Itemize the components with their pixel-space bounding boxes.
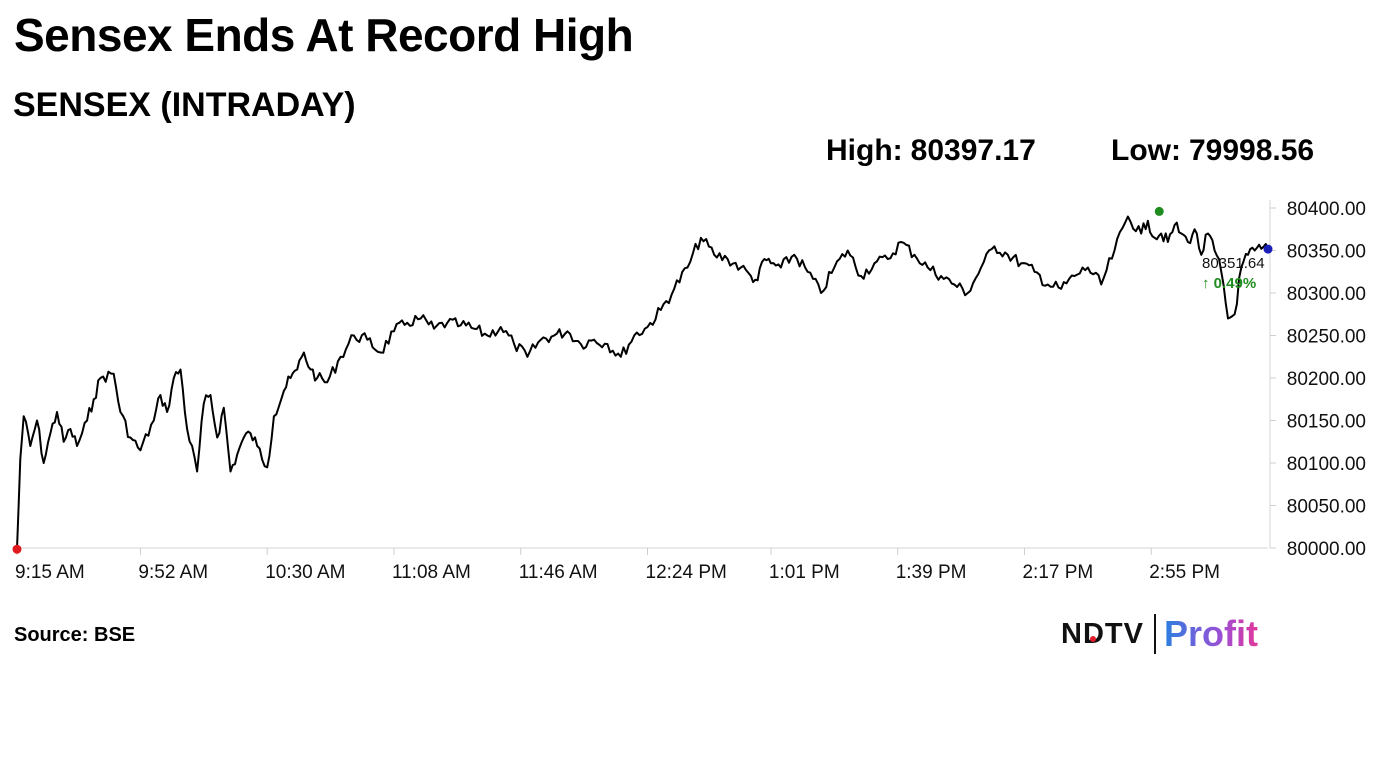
y-tick-label: 80400.00 <box>1287 199 1366 220</box>
day-low-value: 79998.56 <box>1188 134 1315 167</box>
change-percent-label: ↑ 0.49% <box>1202 275 1256 292</box>
x-tick-label: 11:46 AM <box>519 562 598 583</box>
y-tick-label: 80100.00 <box>1287 454 1366 475</box>
logo-red-dot-icon <box>1090 635 1096 642</box>
ndtv-profit-logo: NDTV Profit <box>1061 610 1258 658</box>
x-tick-label: 12:24 PM <box>646 562 727 583</box>
x-tick-label: 1:01 PM <box>769 562 840 583</box>
day-low-marker <box>12 544 22 554</box>
chart-title: Sensex Ends At Record High <box>14 9 634 61</box>
y-tick-label: 80350.00 <box>1287 242 1366 263</box>
y-tick-label: 80000.00 <box>1287 539 1366 560</box>
day-high-label: High: <box>826 134 903 167</box>
last-price-marker <box>1263 244 1273 254</box>
day-high-stat: High: 80397.17 <box>826 134 1036 168</box>
last-price-label: 80351.64 <box>1202 255 1265 272</box>
x-tick-label: 2:17 PM <box>1022 562 1093 583</box>
chart-subtitle: SENSEX (INTRADAY) <box>13 86 356 124</box>
day-high-value: 80397.17 <box>910 134 1036 167</box>
intraday-line-chart: 80400.00 80350.00 80300.00 80250.00 80200.00… <box>12 199 1366 583</box>
y-tick-label: 80250.00 <box>1287 327 1366 348</box>
sensex-price-line <box>16 215 1269 549</box>
y-tick-label: 80150.00 <box>1287 412 1366 433</box>
y-tick-label: 80300.00 <box>1287 284 1366 305</box>
x-tick-label: 9:52 AM <box>138 562 208 583</box>
x-tick-label: 11:08 AM <box>392 562 471 583</box>
source-note: Source: BSE <box>14 624 136 646</box>
logo-product: Profit <box>1163 613 1258 654</box>
x-tick-label: 9:15 AM <box>15 562 85 583</box>
x-tick-label: 1:39 PM <box>896 562 967 583</box>
x-tick-label: 10:30 AM <box>265 562 345 583</box>
x-tick-label: 2:55 PM <box>1149 562 1220 583</box>
logo-divider <box>1153 614 1156 654</box>
y-tick-label: 80200.00 <box>1287 369 1366 390</box>
day-low-stat: Low: 79998.56 <box>1111 134 1314 168</box>
logo-brand: NDTV <box>1061 617 1144 650</box>
day-low-label: Low: <box>1111 134 1181 167</box>
y-tick-label: 80050.00 <box>1287 497 1366 518</box>
day-high-marker <box>1154 206 1164 216</box>
